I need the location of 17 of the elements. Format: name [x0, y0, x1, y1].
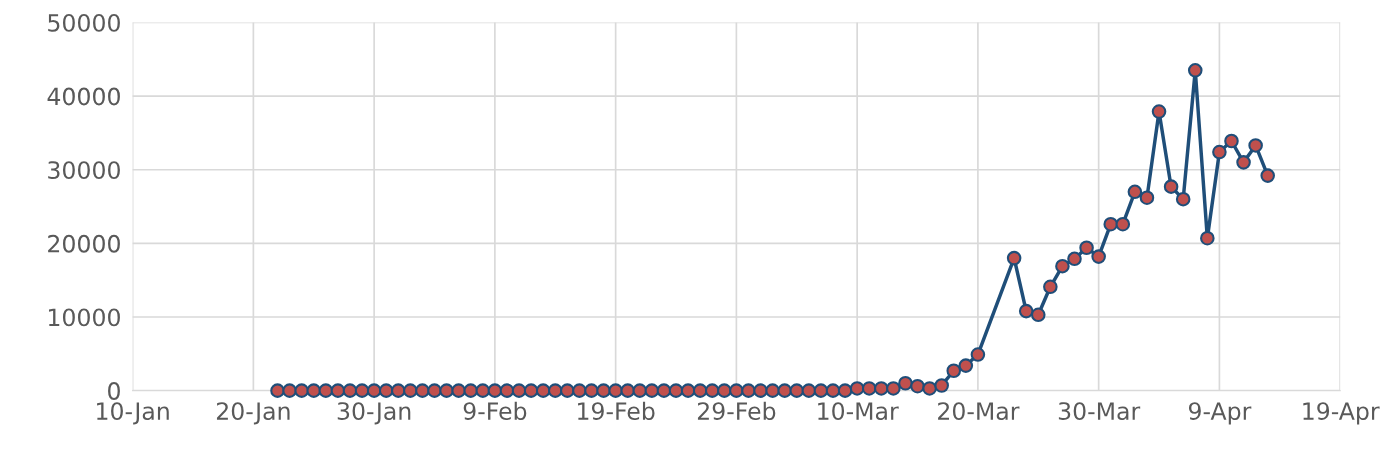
- x-tick-label: 10-Jan: [97, 402, 169, 425]
- x-tick-label: 30-Mar: [1058, 402, 1141, 421]
- x-tick-label: 10-Mar: [818, 402, 899, 421]
- x-tick-label: 20-Jan: [216, 402, 290, 425]
- y-tick-label: 40000: [47, 87, 120, 106]
- x-tick-label: 30-Jan: [337, 402, 411, 425]
- y-tick-label: 50000: [48, 13, 120, 32]
- x-tick-label: 19-Apr: [1303, 402, 1380, 425]
- y-tick-label: 0: [108, 382, 120, 400]
- x-tick-label: 9-Apr: [1188, 402, 1252, 425]
- y-tick-label: 20000: [48, 234, 120, 253]
- y-tick-label: 10000: [48, 308, 120, 327]
- x-tick-label: 9-Feb: [463, 401, 527, 421]
- x-tick-label: 20-Mar: [938, 402, 1020, 421]
- x-tick-label: 19-Feb: [578, 401, 655, 421]
- y-tick-label: 30000: [48, 161, 120, 180]
- x-tick-label: 29-Feb: [697, 401, 776, 421]
